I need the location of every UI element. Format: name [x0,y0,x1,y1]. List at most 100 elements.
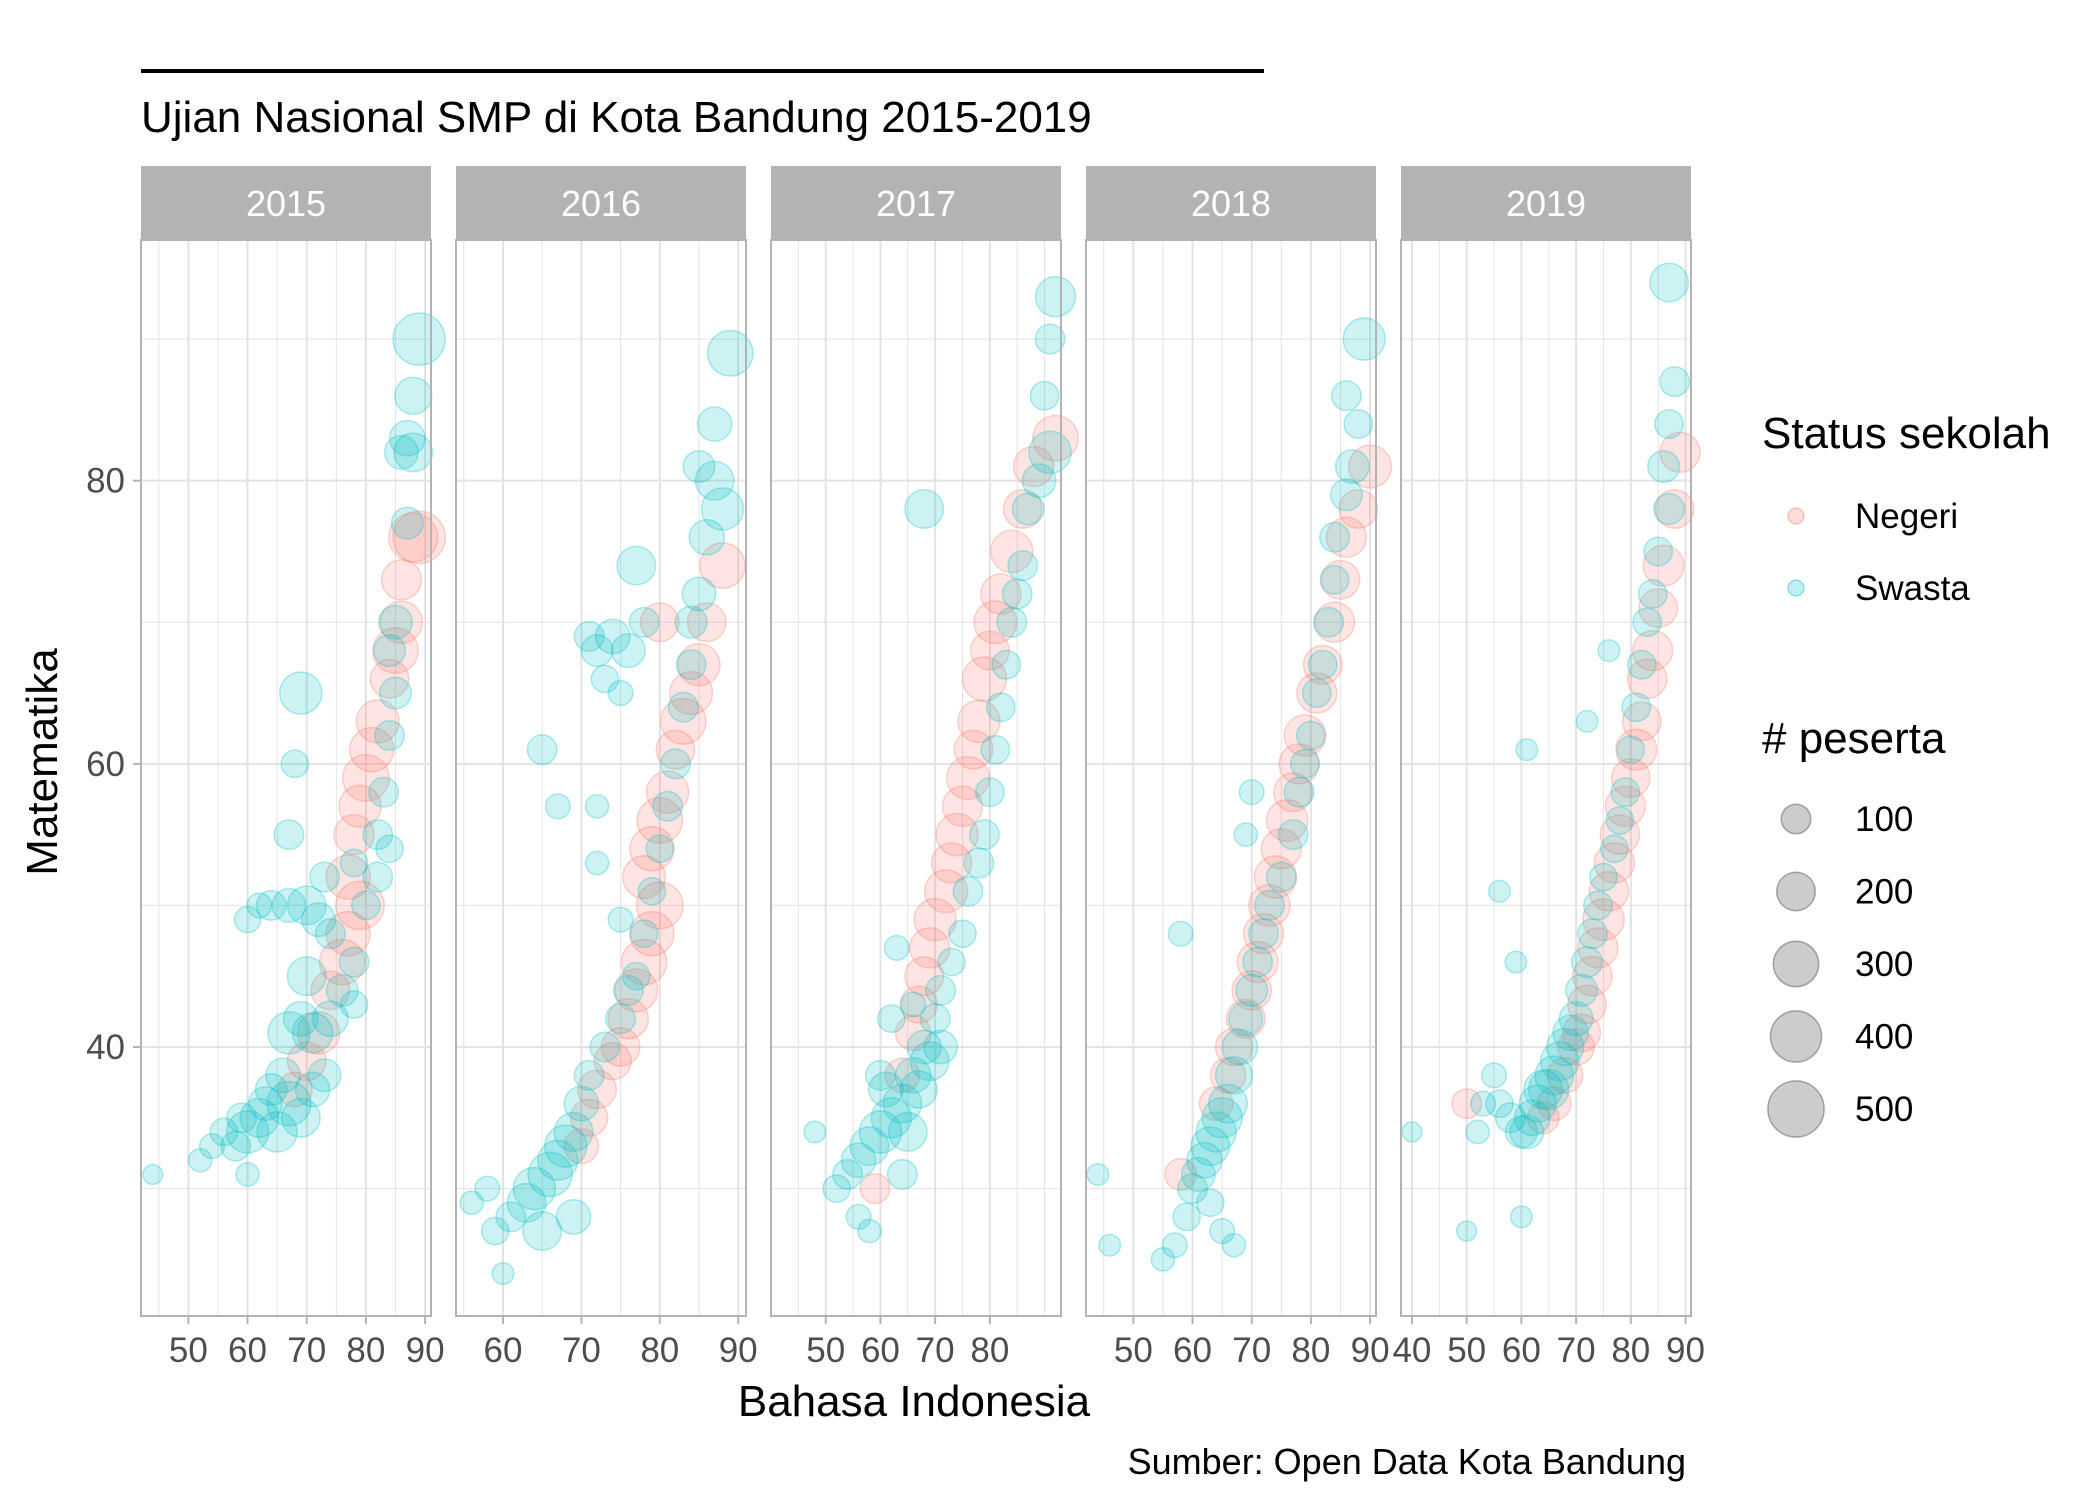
data-point-negeri [1561,1013,1602,1053]
x-tick-label: 90 [1351,1331,1390,1370]
data-point-swasta [187,1147,213,1173]
data-point-swasta [1319,521,1351,553]
data-point-swasta [909,1041,950,1082]
data-point-swasta [1616,735,1646,765]
data-point-swasta [858,1110,903,1154]
data-point-negeri [1599,814,1641,856]
data-point-swasta [1334,448,1370,485]
data-point-negeri [1581,898,1625,942]
data-point-swasta [667,691,699,723]
data-point-swasta [1653,492,1686,526]
data-point-swasta [1265,861,1297,893]
data-point-negeri [1557,1028,1595,1066]
data-point-negeri [923,869,969,914]
facet-strip [1401,166,1691,240]
data-point-swasta [544,793,572,820]
facet-strip [771,166,1061,240]
data-point-swasta [849,1126,890,1167]
data-point-negeri [1615,728,1658,771]
data-point-swasta [1209,1217,1236,1245]
legend-label-negeri: Negeri [1855,497,1958,536]
data-point-swasta [803,1120,827,1144]
legend-size-label: 200 [1855,873,1913,912]
data-point-swasta [652,790,684,822]
data-point-swasta [1494,1102,1526,1134]
data-point-swasta [526,734,558,766]
data-point-swasta [1649,262,1690,303]
data-point-swasta [220,1130,252,1162]
data-point-negeri [1347,444,1393,489]
facet-strip [141,166,431,240]
data-point-swasta [459,1190,485,1216]
data-point-swasta [1534,1055,1575,1096]
data-point-swasta [1480,1062,1508,1089]
data-point-swasta [1632,607,1663,638]
data-point-swasta [1599,834,1629,864]
facet-panel-2019: 2019 40 50 60 70 80 90 [1392,166,1705,1370]
data-point-swasta [307,1058,342,1093]
data-point-swasta [388,419,426,457]
data-point-swasta [1029,380,1060,411]
data-point-swasta [637,876,667,906]
data-point-negeri [1325,516,1368,559]
data-point-swasta [256,1111,298,1153]
data-point-swasta [1552,1014,1590,1052]
data-point-swasta [209,1117,239,1147]
data-point-negeri [570,1098,609,1138]
data-point-swasta [378,676,413,710]
data-point-negeri [1572,955,1613,997]
data-point-swasta [991,649,1022,680]
data-point-swasta [580,633,614,668]
panel-background [771,240,1061,1316]
data-point-swasta [325,973,359,1007]
legend-size-key [1780,803,1812,835]
data-point-negeri [577,1069,618,1110]
data-point-negeri [325,910,371,957]
data-point-swasta [952,875,984,907]
data-point-swasta [886,1158,918,1190]
data-point-negeri [1320,559,1361,600]
data-point-negeri [677,642,721,687]
data-point-swasta [1637,578,1668,609]
data-point-negeri [392,510,447,565]
data-point-negeri [1451,1088,1483,1120]
data-point-swasta [553,1111,594,1152]
data-point-negeri [913,897,957,942]
facet-strip-label: 2016 [561,183,641,224]
data-point-negeri [1260,828,1303,870]
data-point-swasta [1190,1126,1231,1167]
x-tick-label: 50 [169,1331,208,1370]
data-point-negeri [908,927,951,969]
data-point-swasta [1582,890,1613,921]
data-point-negeri [1338,488,1379,530]
data-point-swasta [1575,709,1599,733]
data-point-swasta [876,1004,906,1034]
data-point-swasta [645,834,675,864]
data-point-swasta [1504,950,1528,974]
data-point-swasta [1253,889,1286,921]
data-point-swasta [1647,449,1681,484]
data-point-swasta [1161,1232,1188,1259]
data-point-swasta [616,545,657,586]
data-point-swasta [968,819,1000,851]
data-point-negeri [1588,870,1630,912]
data-point-negeri [1536,1086,1572,1122]
data-point-swasta [246,892,273,919]
data-point-negeri [1265,798,1309,842]
data-point-swasta [294,1071,331,1108]
facet-strip-label: 2018 [1191,183,1271,224]
data-point-negeri [1593,842,1636,884]
data-point-swasta [506,1182,547,1223]
data-point-swasta [311,1000,349,1038]
data-point-swasta [339,990,369,1019]
legend-key-negeri [1787,507,1805,525]
x-tick-label: 70 [287,1331,326,1370]
data-point-swasta [900,991,927,1018]
data-point-negeri [645,770,690,814]
data-point-swasta [1167,920,1194,947]
data-point-swasta [845,1203,872,1231]
data-point-negeri [341,753,390,803]
data-point-swasta [271,887,307,923]
facet-strip-label: 2017 [876,183,956,224]
data-point-negeri [600,1026,641,1068]
